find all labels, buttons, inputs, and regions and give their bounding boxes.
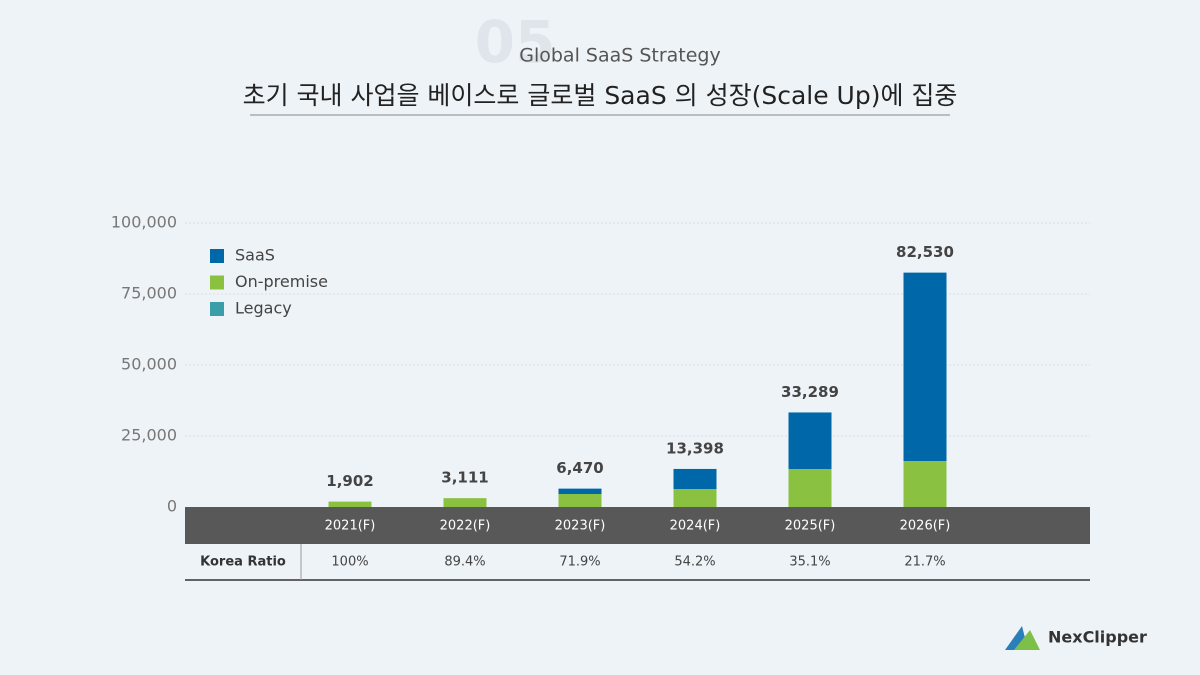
ratio-label: 54.2% (674, 555, 715, 570)
title: 초기 국내 사업을 베이스로 글로벌 SaaS 의 성장(Scale Up)에 … (243, 81, 958, 110)
bar-segment (673, 488, 717, 507)
section-number: 05 (475, 8, 556, 76)
total-label: 13,398 (666, 439, 724, 457)
legend-label: Legacy (235, 299, 292, 318)
y-tick-label: 0 (167, 497, 177, 516)
legend-swatch (210, 249, 224, 263)
x-tick-label: 2021(F) (325, 519, 376, 534)
subtitle: Global SaaS Strategy (519, 45, 721, 67)
y-tick-label: 25,000 (121, 426, 177, 445)
x-tick-label: 2026(F) (900, 519, 951, 534)
ratio-label: 89.4% (444, 555, 485, 570)
y-tick-label: 75,000 (121, 284, 177, 303)
ratio-label: 35.1% (789, 555, 830, 570)
bar-segment (328, 501, 372, 507)
ratio-label: 71.9% (559, 555, 600, 570)
total-label: 33,289 (781, 383, 839, 401)
row-label: Korea Ratio (200, 555, 286, 570)
bar-segment (443, 498, 487, 507)
table-header (185, 507, 1090, 544)
bar-segment (673, 468, 717, 489)
x-tick-label: 2023(F) (555, 519, 606, 534)
x-tick-label: 2024(F) (670, 519, 721, 534)
y-tick-label: 100,000 (111, 213, 177, 232)
legend-swatch (210, 302, 224, 316)
bar-segment (788, 469, 832, 507)
logo-text: NexClipper (1048, 628, 1147, 647)
bar-segment (903, 272, 947, 461)
bar-segment (558, 493, 602, 507)
logo-icon (1014, 630, 1040, 650)
ratio-label: 100% (331, 555, 368, 570)
total-label: 1,902 (326, 472, 373, 490)
total-label: 3,111 (441, 469, 488, 487)
total-label: 6,470 (556, 459, 603, 477)
legend-swatch (210, 275, 224, 290)
legend-label: On-premise (235, 272, 328, 291)
logo: NexClipper (1005, 626, 1147, 650)
bar-segment (903, 460, 947, 507)
x-tick-label: 2022(F) (440, 519, 491, 534)
x-tick-label: 2025(F) (785, 519, 836, 534)
legend-label: SaaS (235, 246, 275, 265)
ratio-label: 21.7% (904, 555, 945, 570)
y-tick-label: 50,000 (121, 355, 177, 374)
bar-segment (788, 412, 832, 470)
bar-segment (558, 488, 602, 494)
total-label: 82,530 (896, 243, 954, 261)
